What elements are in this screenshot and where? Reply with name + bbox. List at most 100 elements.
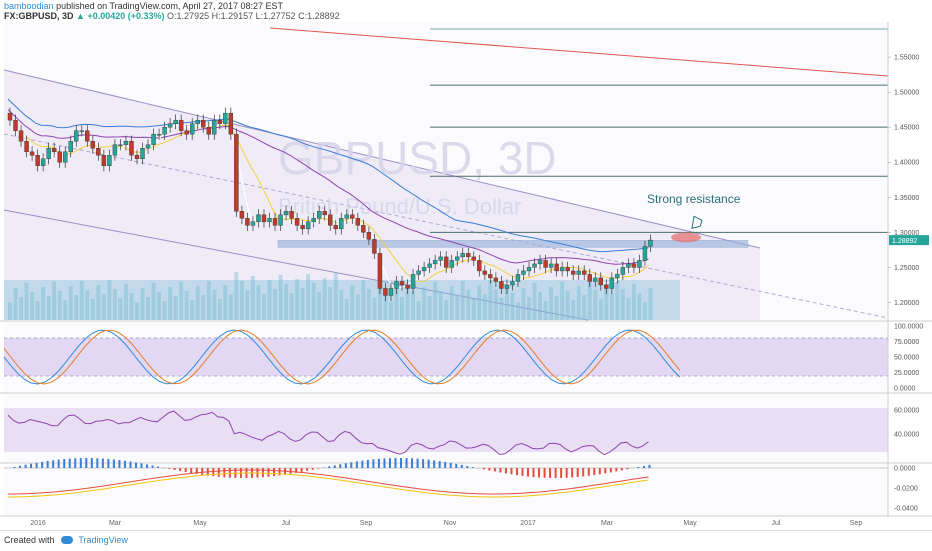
macd-hist-bar: [367, 460, 369, 468]
candle-body: [218, 120, 222, 124]
macd-hist-bar: [345, 463, 347, 468]
candle-body: [422, 267, 426, 271]
macd-hist-bar: [560, 468, 562, 478]
macd-hist-bar: [521, 468, 523, 476]
candle-body: [599, 278, 603, 285]
created-with-label: Created with: [4, 535, 55, 545]
candle-body: [190, 124, 194, 135]
candle-body: [47, 148, 51, 159]
macd-hist-bar: [113, 459, 115, 468]
candle-body: [439, 257, 443, 261]
candle-body: [234, 134, 238, 211]
macd-hist-bar: [378, 459, 380, 468]
candle-body: [146, 145, 150, 149]
macd-pane[interactable]: [4, 458, 888, 516]
macd-hist-bar: [290, 468, 292, 474]
rsi-pane[interactable]: [4, 394, 888, 462]
macd-hist-bar: [174, 468, 176, 470]
time-tick-label: Sep: [360, 520, 373, 527]
macd-hist-bar: [428, 460, 430, 468]
candle-body: [334, 225, 338, 229]
macd-hist-bar: [301, 468, 303, 472]
candle-body: [383, 288, 387, 295]
publish-info: published on TradingView.com, April 27, …: [56, 1, 283, 11]
candle-body: [268, 218, 272, 222]
macd-hist-bar: [400, 458, 402, 468]
macd-hist-bar: [19, 466, 21, 468]
macd-hist-bar: [571, 468, 573, 477]
macd-hist-bar: [455, 464, 457, 468]
price-tick-label: 1.40000: [894, 160, 919, 167]
macd-hist-bar: [538, 468, 540, 477]
candle-body: [41, 159, 45, 166]
candle-body: [632, 264, 636, 268]
last-price-label: 1.28892: [892, 238, 917, 245]
candle-body: [516, 274, 520, 281]
macd-hist-bar: [107, 459, 109, 468]
candle-body: [179, 120, 183, 131]
stochastic-pane[interactable]: [4, 322, 888, 392]
candle-body: [25, 141, 29, 152]
chart-header: bamboodian published on TradingView.com,…: [0, 0, 932, 22]
macd-hist-bar: [604, 468, 606, 473]
macd-hist-bar: [372, 459, 374, 468]
candle-body: [251, 222, 255, 226]
time-tick-label: Nov: [444, 520, 457, 527]
macd-hist-bar: [472, 467, 474, 468]
macd-hist-bar: [129, 462, 131, 468]
candle-body: [593, 278, 597, 282]
macd-hist-bar: [102, 459, 104, 468]
candle-body: [488, 274, 492, 278]
macd-hist-bar: [494, 468, 496, 471]
macd-hist-bar: [339, 464, 341, 468]
annotation-label: Strong resistance: [647, 192, 741, 206]
macd-hist-bar: [223, 468, 225, 477]
macd-hist-bar: [444, 462, 446, 468]
candle-body: [14, 120, 18, 131]
candle-body: [273, 218, 277, 225]
candle-body: [163, 127, 167, 134]
candle-body: [444, 257, 448, 268]
rsi-tick-label: 60.0000: [894, 408, 919, 415]
candle-body: [306, 222, 310, 229]
candle-body: [615, 274, 619, 278]
candle-body: [588, 274, 592, 281]
macd-hist-bar: [334, 465, 336, 468]
candle-body: [36, 155, 40, 166]
macd-hist-bar: [516, 468, 518, 475]
macd-hist-bar: [527, 468, 529, 477]
macd-hist-bar: [637, 467, 639, 468]
macd-hist-bar: [41, 462, 43, 468]
time-tick-label: Sep: [850, 520, 863, 527]
macd-hist-bar: [273, 468, 275, 476]
candle-body: [245, 218, 249, 225]
macd-hist-bar: [533, 468, 535, 477]
macd-hist-bar: [141, 463, 143, 468]
candle-body: [461, 253, 465, 257]
candle-body: [157, 134, 161, 135]
candle-body: [411, 274, 415, 288]
candle-body: [400, 281, 404, 285]
macd-hist-bar: [599, 468, 601, 474]
macd-hist-bar: [555, 468, 557, 478]
candle-body: [626, 264, 630, 268]
tradingview-link[interactable]: TradingView: [78, 535, 128, 545]
candle-body: [560, 267, 564, 271]
candle-body: [262, 215, 266, 222]
macd-hist-bar: [466, 466, 468, 468]
macd-hist-bar: [483, 468, 485, 469]
price-tick-label: 1.25000: [894, 265, 919, 272]
author-link[interactable]: bamboodian: [4, 1, 54, 11]
macd-hist-bar: [593, 468, 595, 475]
candle-body: [505, 285, 509, 289]
watermark-subtitle: British Pound/U.S. Dollar: [278, 194, 521, 219]
candle-body: [118, 145, 122, 146]
macd-hist-bar: [14, 467, 16, 468]
change-up-icon: ▲: [76, 11, 85, 21]
candle-body: [328, 215, 332, 226]
macd-hist-bar: [74, 458, 76, 468]
candle-body: [538, 260, 542, 264]
macd-hist-bar: [406, 458, 408, 468]
stoch-tick-label: 100.0000: [894, 324, 923, 331]
